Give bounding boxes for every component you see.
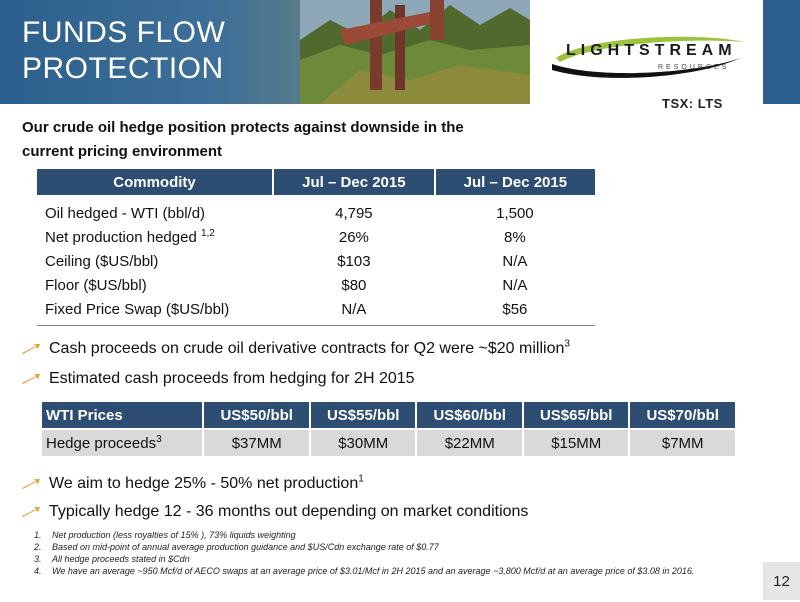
column-header: Jul – Dec 2015	[434, 169, 595, 195]
cell-value: $56	[434, 297, 595, 326]
cell-value: N/A	[273, 297, 435, 326]
column-header: US$65/bbl	[523, 402, 629, 428]
table-header-row: WTI Prices US$50/bbl US$55/bbl US$60/bbl…	[42, 402, 735, 428]
row-label: Fixed Price Swap ($US/bbl)	[37, 297, 273, 326]
cell-value: $30MM	[310, 430, 416, 456]
footnote-ref: 3	[156, 433, 162, 445]
page-number: 12	[763, 562, 800, 600]
logo-name: LIGHTSTREAM	[566, 42, 737, 59]
cell-value: 8%	[504, 228, 526, 246]
pumpjack-photo	[300, 0, 530, 104]
arrow-bullet-icon	[22, 343, 40, 354]
bullet-item: We aim to hedge 25% - 50% net production…	[22, 474, 364, 494]
footnote: 2. Based on mid-point of annual average p…	[34, 542, 439, 552]
logo-subtitle: RESOURCES	[658, 64, 730, 71]
title-line: PROTECTION	[22, 52, 224, 85]
column-header: US$60/bbl	[417, 402, 522, 428]
footnote: 4. We have an average ~950 Mcf/d of AECO …	[34, 566, 695, 576]
hedge-position-table: Commodity Jul – Dec 2015 Jul – Dec 2015 …	[37, 169, 595, 326]
cell-value: N/A	[502, 276, 528, 294]
column-header: Commodity	[37, 169, 274, 195]
cell-value: 4,795	[335, 204, 373, 222]
footnotes: 1. Net production (less royalties of 15% …	[34, 529, 734, 577]
accent-bar	[763, 0, 800, 104]
cell-value: $80	[341, 276, 367, 294]
subtitle-line: current pricing environment	[22, 143, 223, 160]
table-header-row: Commodity Jul – Dec 2015 Jul – Dec 2015	[37, 169, 595, 195]
cell-value: $22MM	[417, 430, 522, 456]
footnote-ref: 3	[564, 338, 570, 350]
column-header: US$50/bbl	[204, 402, 309, 428]
arrow-bullet-icon	[22, 506, 40, 517]
row-label: Floor ($US/bbl)	[45, 276, 147, 294]
row-label: Oil hedged - WTI (bbl/d)	[45, 204, 206, 222]
cell-value: $15MM	[523, 430, 629, 456]
slide-subtitle: Our crude oil hedge position protects ag…	[22, 116, 582, 164]
cell-value: 1,500	[496, 204, 534, 222]
lightstream-swoosh-logo	[552, 36, 744, 78]
row-label: Hedge proceeds3	[42, 430, 203, 456]
table-row: Net production hedged 1,2 26% 8%	[37, 225, 595, 249]
footnote-ref: 1	[358, 473, 364, 485]
table-row: Fixed Price Swap ($US/bbl) N/A $56	[37, 297, 595, 326]
table-row: Ceiling ($US/bbl) $103 N/A	[37, 249, 595, 273]
arrow-bullet-icon	[22, 478, 40, 489]
cell-value: 26%	[338, 228, 369, 246]
footnote: 3. All hedge proceeds stated in $Cdn	[34, 554, 190, 564]
lightstream-logo: LIGHTSTREAM RESOURCES	[548, 30, 748, 90]
row-label: Net production hedged 1,2	[45, 227, 215, 246]
wti-price-sensitivity-table: WTI Prices US$50/bbl US$55/bbl US$60/bbl…	[40, 400, 737, 458]
table-row: Floor ($US/bbl) $80 N/A	[37, 273, 595, 297]
column-header: US$70/bbl	[630, 402, 735, 428]
cell-value: $7MM	[630, 430, 735, 456]
row-label: Ceiling ($US/bbl)	[45, 252, 159, 270]
table-row: Oil hedged - WTI (bbl/d) 4,795 1,500	[37, 195, 595, 225]
cell-value: $103	[337, 252, 371, 270]
bullet-item: Estimated cash proceeds from hedging for…	[22, 369, 415, 389]
cell-value: N/A	[502, 252, 528, 270]
title-line: FUNDS FLOW	[22, 16, 226, 49]
subtitle-line: Our crude oil hedge position protects ag…	[22, 119, 464, 136]
column-header: Jul – Dec 2015	[273, 169, 436, 195]
table-row: Hedge proceeds3 $37MM $30MM $22MM $15MM …	[42, 430, 735, 456]
column-header: US$55/bbl	[310, 402, 416, 428]
header-banner: FUNDS FLOW PROTECTION	[0, 0, 530, 104]
ticker-symbol: TSX: LTS	[662, 96, 723, 111]
footnote-ref: 1,2	[200, 227, 215, 239]
footnote: 1. Net production (less royalties of 15% …	[34, 530, 296, 540]
column-header: WTI Prices	[42, 402, 203, 428]
arrow-bullet-icon	[22, 373, 40, 384]
page-title: FUNDS FLOW PROTECTION	[22, 15, 225, 87]
bullet-item: Typically hedge 12 - 36 months out depen…	[22, 502, 528, 522]
cell-value: $37MM	[204, 430, 309, 456]
bullet-item: Cash proceeds on crude oil derivative co…	[22, 339, 570, 359]
